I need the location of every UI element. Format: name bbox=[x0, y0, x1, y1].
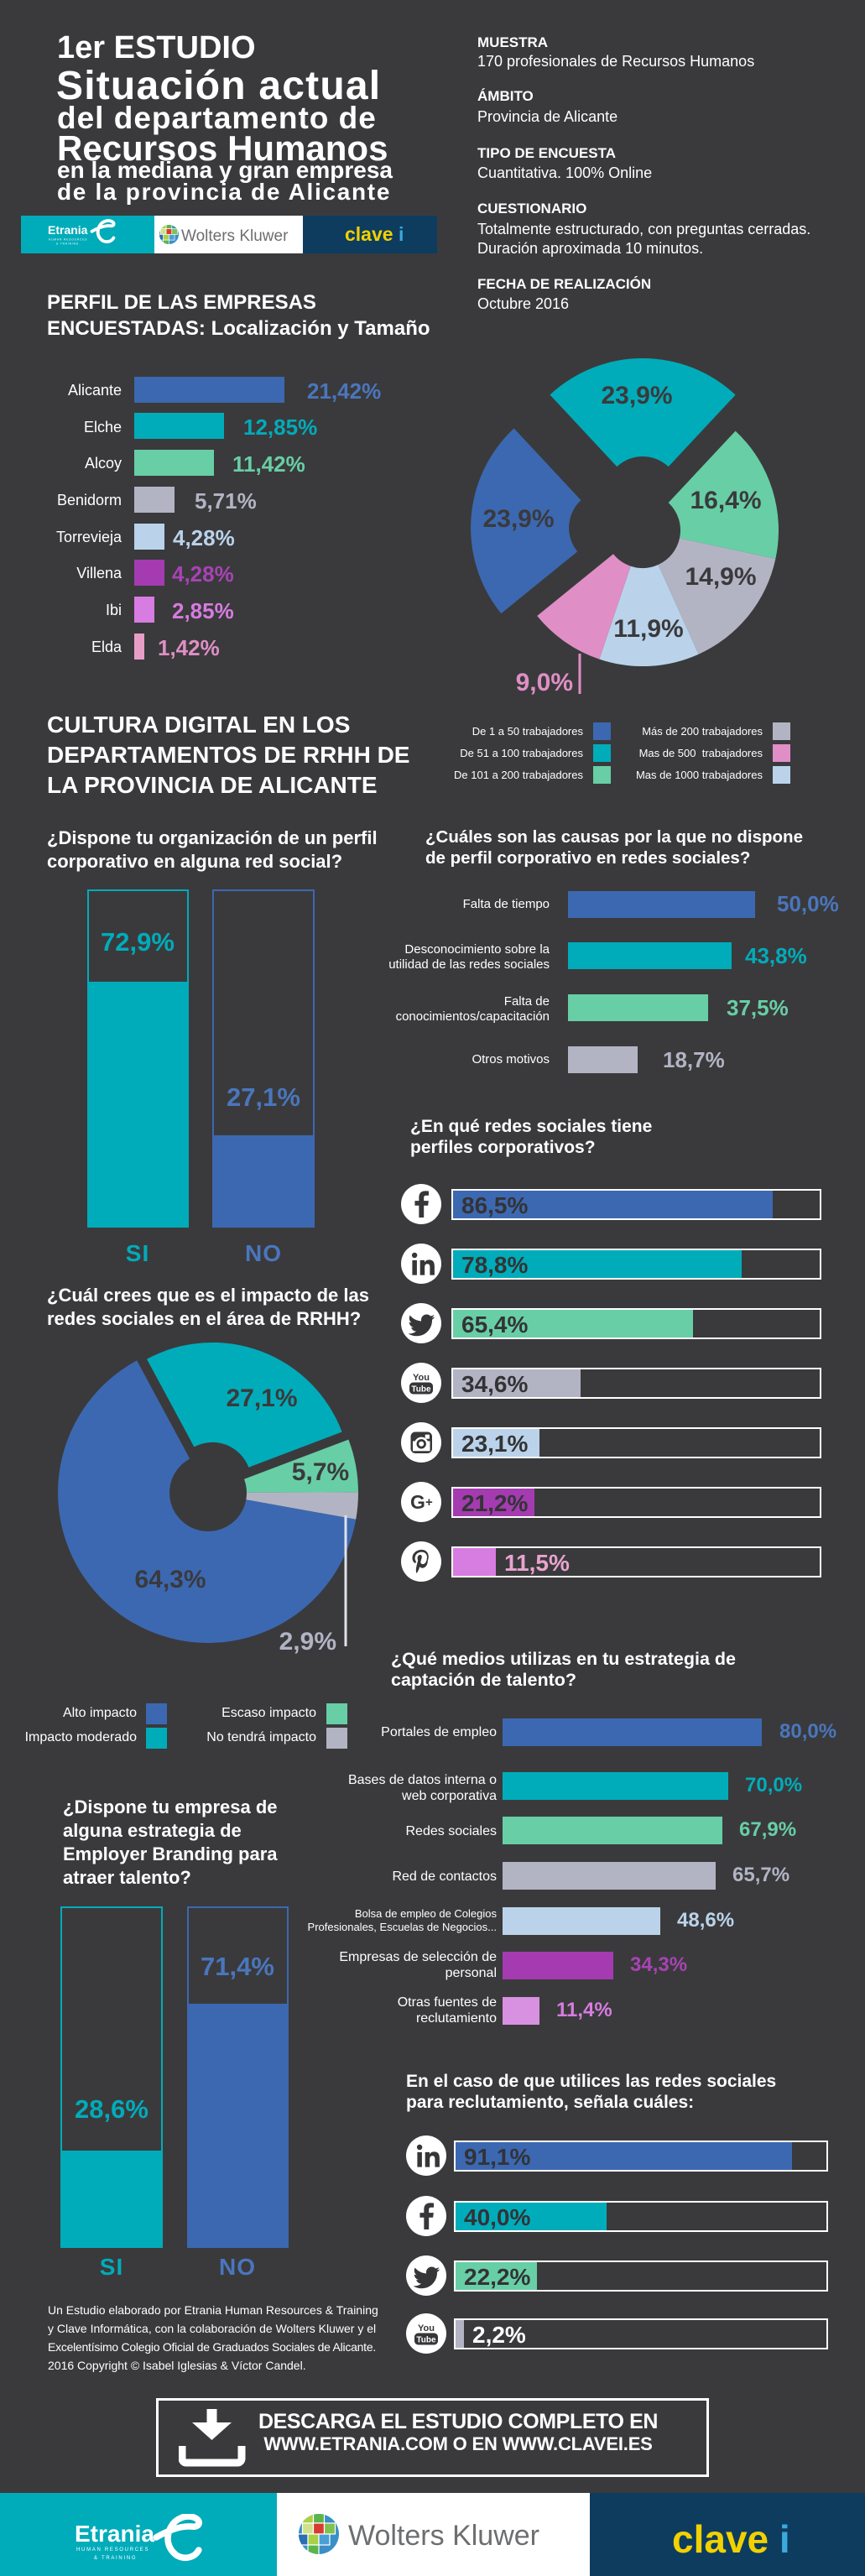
svg-text:& TRAINING: & TRAINING bbox=[56, 242, 79, 246]
svg-text:& TRAINING: & TRAINING bbox=[94, 2556, 137, 2561]
svg-text:HUMAN RESOURCES: HUMAN RESOURCES bbox=[49, 238, 87, 242]
svg-text:Wolters Kluwer: Wolters Kluwer bbox=[348, 2520, 539, 2552]
svg-text:Etrania: Etrania bbox=[75, 2521, 154, 2547]
svg-text:Etrania: Etrania bbox=[48, 223, 88, 237]
svg-text:HUMAN RESOURCES: HUMAN RESOURCES bbox=[76, 2547, 149, 2553]
svg-text:Wolters Kluwer: Wolters Kluwer bbox=[181, 227, 289, 245]
